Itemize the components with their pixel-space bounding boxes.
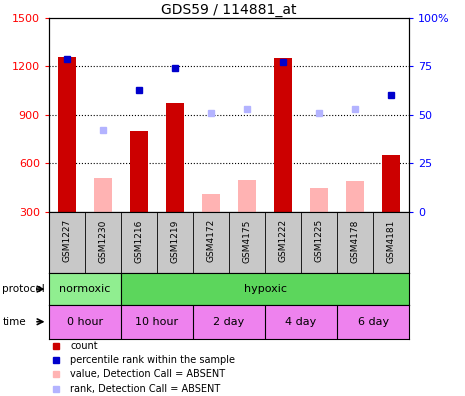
Text: percentile rank within the sample: percentile rank within the sample [70,355,235,365]
Bar [274,58,292,212]
Bar [130,131,148,212]
Text: value, Detection Call = ABSENT: value, Detection Call = ABSENT [70,369,226,379]
Bar [121,273,409,305]
Bar [49,273,121,305]
Bar [337,305,409,339]
Text: GSM1222: GSM1222 [279,219,287,263]
Bar [238,179,256,212]
Bar [310,188,328,212]
Text: GSM1219: GSM1219 [171,219,179,263]
Bar [49,305,121,339]
Text: normoxic: normoxic [59,284,111,294]
Text: GSM1230: GSM1230 [99,219,107,263]
Bar [121,305,193,339]
Bar [193,305,265,339]
Bar [382,155,400,212]
Bar [94,178,112,212]
Text: 4 day: 4 day [286,317,317,327]
Text: 2 day: 2 day [213,317,245,327]
Bar [58,57,76,212]
Text: GSM1225: GSM1225 [315,219,324,263]
Text: hypoxic: hypoxic [244,284,286,294]
Bar [346,181,364,212]
Text: GSM4181: GSM4181 [387,219,396,263]
Text: GSM1227: GSM1227 [62,219,71,263]
Title: GDS59 / 114881_at: GDS59 / 114881_at [161,3,297,17]
Text: count: count [70,341,98,351]
Text: rank, Detection Call = ABSENT: rank, Detection Call = ABSENT [70,384,221,394]
Text: 6 day: 6 day [358,317,389,327]
Text: 10 hour: 10 hour [135,317,179,327]
Text: GSM4172: GSM4172 [206,219,215,263]
Text: GSM1216: GSM1216 [134,219,143,263]
Text: protocol: protocol [2,284,45,294]
Bar [265,305,337,339]
Text: 0 hour: 0 hour [67,317,103,327]
Text: time: time [2,317,26,327]
Text: GSM4178: GSM4178 [351,219,359,263]
Bar [202,194,220,212]
Bar [166,103,184,212]
Text: GSM4175: GSM4175 [243,219,252,263]
